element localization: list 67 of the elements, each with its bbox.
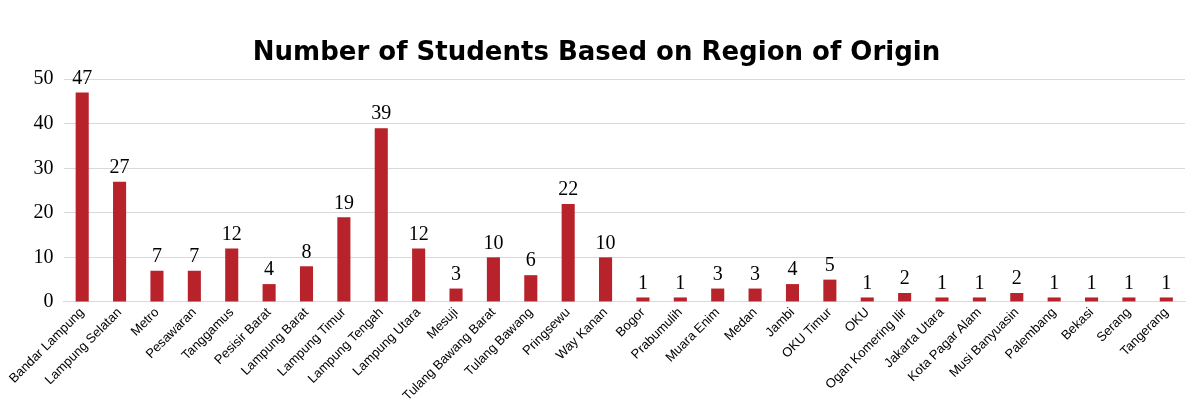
bar [898,293,912,302]
data-label: 3 [712,261,723,284]
bar [1122,297,1136,302]
data-label: 10 [595,230,616,253]
bar [1047,297,1061,302]
bar [337,217,351,302]
bar [187,270,201,302]
bar [935,297,949,302]
bar [524,275,538,302]
data-label: 10 [483,230,504,253]
y-tick-label: 20 [33,200,54,223]
data-label: 3 [451,261,462,284]
y-tick-label: 10 [33,244,54,267]
bar [860,297,874,302]
chart-title: Number of Students Based on Region of Origin [252,36,941,67]
bar [748,288,762,302]
bar [785,284,800,302]
bar [75,92,89,302]
data-label: 22 [558,177,579,200]
bar [711,288,725,302]
data-label: 2 [1011,266,1022,289]
bar [561,203,575,302]
bar [1085,297,1099,302]
data-label: 4 [787,257,798,280]
bar [412,248,426,302]
data-label: 1 [637,270,648,293]
data-label: 5 [824,252,835,275]
data-label: 2 [899,266,910,289]
bar [972,297,986,302]
y-tick-label: 0 [43,289,54,312]
bar [1159,297,1173,302]
data-label: 1 [1049,270,1060,293]
bar [636,297,650,302]
bar [225,248,239,302]
data-label: 27 [109,154,130,177]
y-tick-label: 50 [33,66,54,89]
bar [1010,293,1024,302]
data-label: 19 [333,190,354,213]
data-label: 47 [72,65,93,88]
bar [113,181,127,302]
data-label: 1 [1086,270,1097,293]
bar [673,297,687,302]
data-label: 1 [862,270,873,293]
data-label: 39 [371,101,392,124]
data-label: 12 [221,221,242,244]
data-label: 6 [525,248,536,271]
data-label: 1 [1123,270,1134,293]
data-label: 1 [974,270,985,293]
data-label: 1 [675,270,686,293]
bar [299,266,314,302]
y-tick-label: 30 [33,155,54,178]
bar [823,279,837,302]
bar [374,128,388,302]
data-label: 3 [750,261,761,284]
bar [262,284,276,302]
data-label: 1 [937,270,948,293]
data-label: 8 [301,239,312,262]
data-label: 7 [151,243,162,266]
y-tick-label: 40 [33,110,54,133]
bar [150,270,164,302]
data-label: 7 [189,243,200,266]
bar [449,288,463,302]
data-label: 1 [1161,270,1172,293]
data-label: 12 [408,221,429,244]
bar [486,257,500,302]
bar [599,257,613,302]
data-label: 4 [264,257,275,280]
